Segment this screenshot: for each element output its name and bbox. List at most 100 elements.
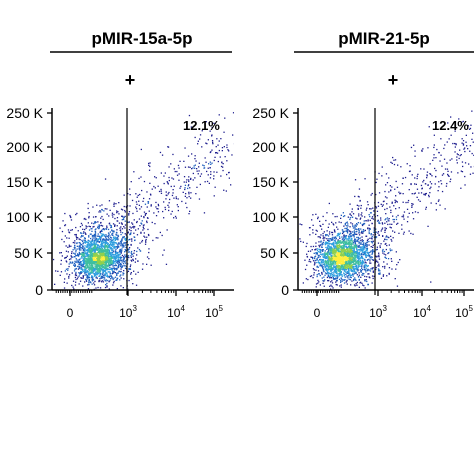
scatter-point xyxy=(351,243,353,245)
scatter-point xyxy=(104,248,107,251)
scatter-point xyxy=(114,239,117,241)
scatter-point xyxy=(80,244,83,246)
scatter-point xyxy=(146,206,148,208)
scatter-point xyxy=(322,243,324,245)
scatter-point xyxy=(342,269,344,271)
scatter-point xyxy=(211,162,213,164)
scatter-point xyxy=(336,277,338,279)
scatter-point xyxy=(109,273,111,275)
scatter-point xyxy=(383,240,385,242)
scatter-point xyxy=(96,259,98,262)
scatter-point xyxy=(104,273,106,275)
scatter-point xyxy=(95,277,97,279)
scatter-point xyxy=(111,244,113,246)
scatter-point xyxy=(110,246,112,249)
scatter-point xyxy=(316,230,318,232)
scatter-point xyxy=(77,253,79,255)
scatter-point xyxy=(430,281,432,283)
scatter-point xyxy=(346,247,348,249)
scatter-point xyxy=(354,261,356,263)
scatter-point xyxy=(114,237,116,240)
scatter-point xyxy=(343,272,345,274)
scatter-point xyxy=(121,228,124,230)
scatter-point xyxy=(382,252,384,254)
scatter-point xyxy=(310,245,312,248)
scatter-point xyxy=(198,170,200,172)
scatter-point xyxy=(178,173,180,175)
scatter-point xyxy=(98,261,101,264)
scatter-point xyxy=(359,248,361,251)
scatter-point xyxy=(87,276,89,279)
scatter-point xyxy=(367,270,369,272)
scatter-point xyxy=(318,241,320,243)
scatter-point xyxy=(343,254,346,256)
scatter-point xyxy=(372,277,374,280)
scatter-point xyxy=(366,280,368,283)
scatter-point xyxy=(342,279,344,281)
scatter-point xyxy=(114,225,116,227)
scatter-point xyxy=(337,256,340,259)
scatter-point xyxy=(349,268,351,270)
scatter-point xyxy=(130,255,132,257)
scatter-point xyxy=(99,266,101,269)
scatter-point xyxy=(102,244,104,246)
scatter-point xyxy=(355,256,357,258)
scatter-point xyxy=(108,268,111,270)
scatter-point xyxy=(109,248,112,250)
scatter-point xyxy=(95,266,98,268)
scatter-point xyxy=(139,225,141,227)
scatter-point xyxy=(368,254,370,256)
scatter-point xyxy=(312,229,314,231)
scatter-point xyxy=(117,238,119,240)
scatter-point xyxy=(107,245,109,247)
scatter-point xyxy=(84,242,87,244)
scatter-point xyxy=(173,168,175,170)
scatter-point xyxy=(104,178,107,180)
scatter-point xyxy=(343,244,345,247)
scatter-point xyxy=(75,271,77,274)
scatter-point xyxy=(106,246,108,248)
scatter-point xyxy=(360,270,362,273)
scatter-point xyxy=(347,225,349,227)
scatter-point xyxy=(80,272,82,274)
scatter-point xyxy=(113,262,115,264)
scatter-point xyxy=(123,242,125,244)
scatter-point xyxy=(81,247,83,249)
scatter-point xyxy=(122,263,125,265)
scatter-point xyxy=(373,229,375,231)
scatter-point xyxy=(132,255,134,257)
scatter-point xyxy=(150,194,152,196)
scatter-point xyxy=(331,285,333,288)
scatter-point xyxy=(107,263,110,265)
scatter-point xyxy=(322,255,324,257)
scatter-point xyxy=(314,263,316,265)
scatter-point xyxy=(306,256,309,258)
scatter-point xyxy=(228,172,230,174)
scatter-point xyxy=(112,265,114,267)
scatter-point xyxy=(337,228,339,230)
scatter-point xyxy=(359,254,361,256)
scatter-point xyxy=(120,231,122,233)
scatter-point xyxy=(321,242,323,244)
scatter-point xyxy=(320,263,322,266)
scatter-point xyxy=(356,284,358,286)
scatter-point xyxy=(349,203,351,205)
scatter-point xyxy=(355,259,357,261)
scatter-point xyxy=(111,253,113,255)
scatter-point xyxy=(346,243,348,245)
scatter-point xyxy=(335,250,337,252)
scatter-point xyxy=(377,255,379,257)
scatter-point xyxy=(93,244,95,246)
scatter-point xyxy=(369,262,371,264)
scatter-point xyxy=(342,247,344,249)
scatter-point xyxy=(106,255,109,258)
scatter-point xyxy=(350,274,353,277)
scatter-point xyxy=(365,254,368,256)
scatter-point xyxy=(329,264,331,266)
scatter-point xyxy=(88,275,90,277)
scatter-point xyxy=(198,198,201,200)
scatter-point xyxy=(102,259,104,261)
scatter-point xyxy=(90,242,92,244)
scatter-point xyxy=(85,273,87,276)
scatter-point xyxy=(77,260,79,262)
